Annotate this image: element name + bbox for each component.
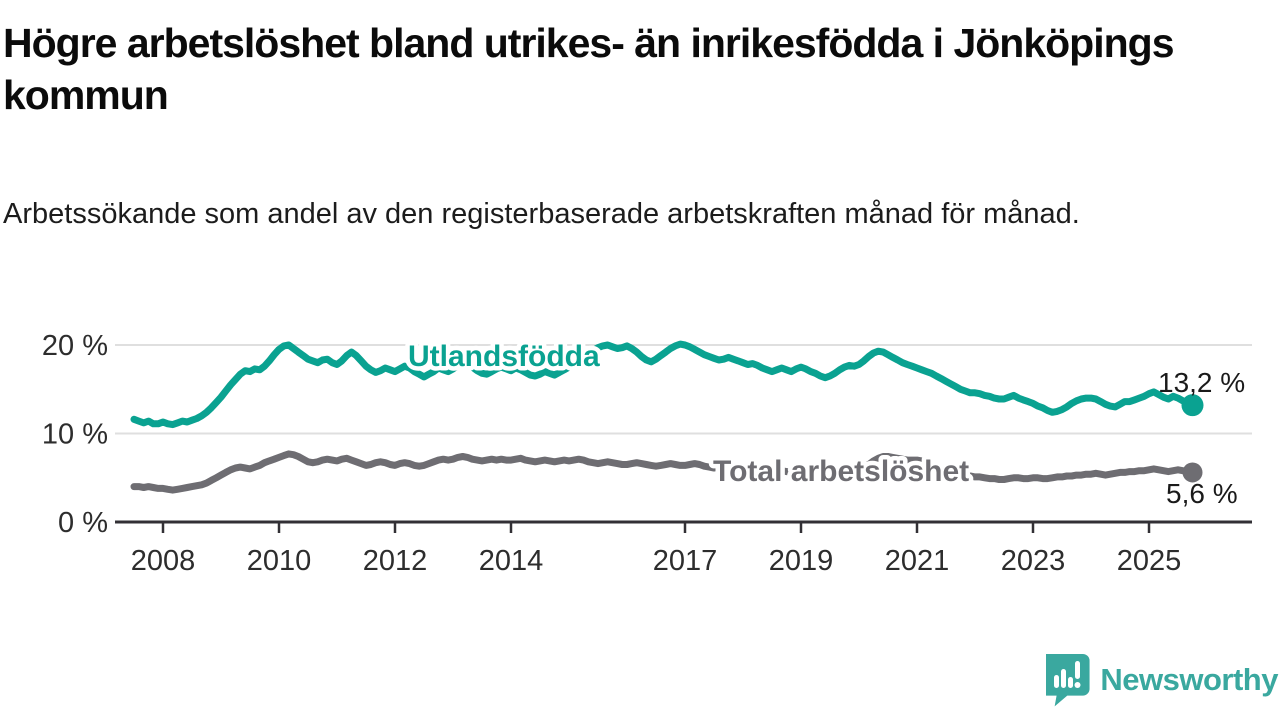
x-tick-label-2019: 2019 — [769, 545, 834, 577]
y-tick-label-10: 10 % — [42, 419, 108, 451]
brand-wordmark: Newsworthy — [1100, 662, 1278, 697]
newsworthy-brand-footer: Newsworthy — [1046, 650, 1278, 710]
x-tick-label-2014: 2014 — [479, 545, 544, 577]
x-tick-label-2021: 2021 — [885, 545, 950, 577]
series-end-dot-utlandsfodda — [1181, 394, 1204, 417]
x-tick-label-2012: 2012 — [363, 545, 428, 577]
x-tick-label-2010: 2010 — [247, 545, 312, 577]
y-tick-label-20: 20 % — [42, 330, 108, 362]
page-subtitle: Arbetssökande som andel av den registerb… — [3, 198, 1080, 230]
x-tick-label-2025: 2025 — [1117, 545, 1182, 577]
y-tick-label-0: 0 % — [58, 507, 108, 539]
bar-3 — [1068, 677, 1074, 688]
series-end-dot-total — [1182, 462, 1203, 483]
speech-bubble-shape — [1046, 653, 1090, 707]
exclamation-bar — [1075, 661, 1081, 679]
series-line-total — [130, 450, 1196, 494]
bar-1 — [1054, 675, 1060, 688]
series-label-total: Total arbetslöshet — [713, 455, 969, 488]
newsworthy-logo-icon — [1046, 653, 1090, 707]
page-title: Högre arbetslöshet bland utrikes- än inr… — [3, 20, 1175, 118]
series-label-utlandsfodda: Utlandsfödda — [408, 340, 600, 373]
x-tick-label-2017: 2017 — [653, 545, 718, 577]
x-tick-label-2008: 2008 — [131, 545, 196, 577]
series-line-utlandsfodda — [130, 340, 1196, 429]
exclamation-dot — [1074, 682, 1081, 688]
x-tick-label-2023: 2023 — [1001, 545, 1066, 577]
end-value-label-total: 5,6 % — [1166, 478, 1238, 509]
bar-2 — [1061, 669, 1067, 688]
end-value-label-utlandsfodda: 13,2 % — [1158, 367, 1245, 398]
